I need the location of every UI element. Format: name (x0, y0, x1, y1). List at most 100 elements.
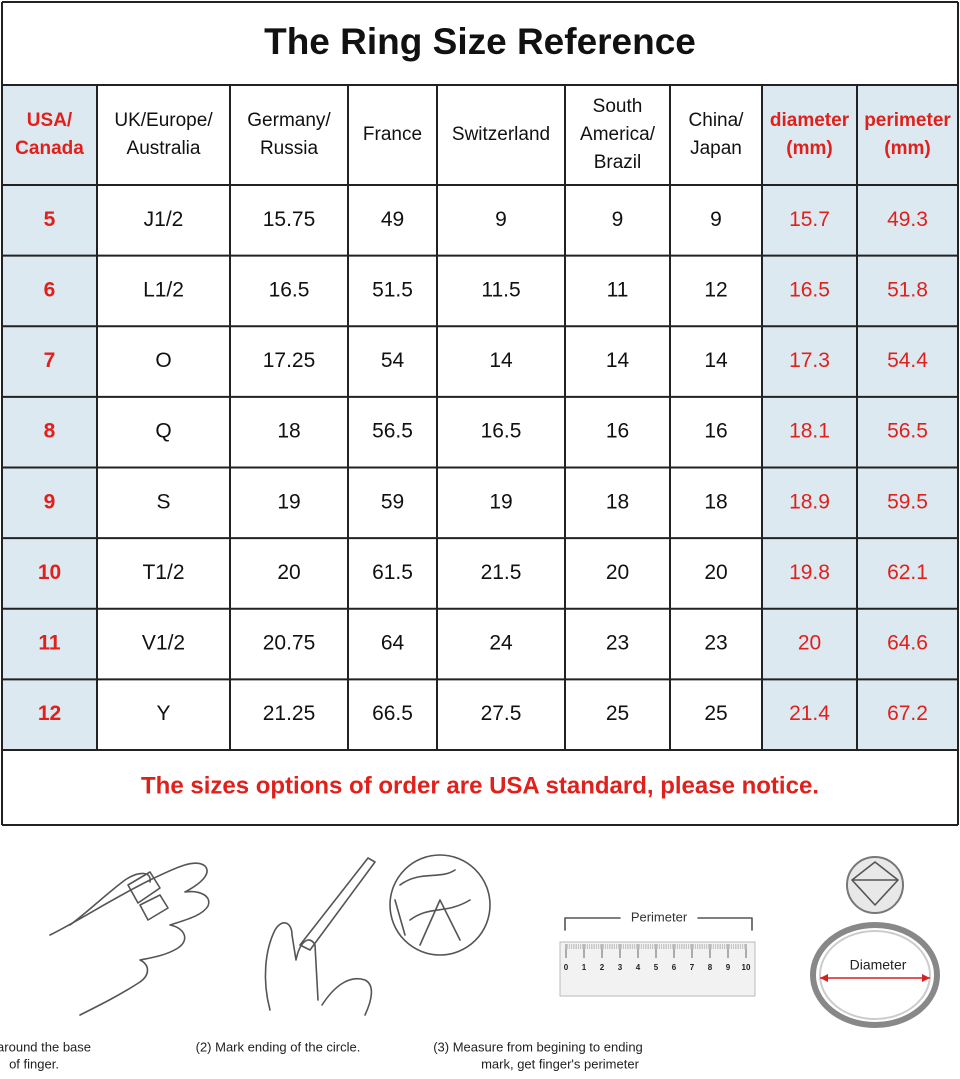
table-cell: 61.5 (372, 561, 413, 584)
table-cell: 24 (489, 632, 513, 655)
table-cell: 18 (277, 420, 300, 443)
table-cell: 8 (44, 420, 56, 443)
table-cell: 16.5 (269, 278, 310, 301)
table-cell: 62.1 (887, 561, 928, 584)
table-cell: 21.25 (263, 702, 316, 725)
table-cell: 20.75 (263, 632, 316, 655)
table-cell: 9 (612, 208, 624, 231)
ring-label: Diameter (850, 957, 907, 973)
step-caption: (3) Measure from begining to ending (433, 1039, 643, 1054)
table-cell: 25 (704, 702, 727, 725)
table-cell: V1/2 (142, 632, 185, 655)
table-cell: 18.1 (789, 420, 830, 443)
header-cell: Canada (15, 138, 84, 159)
header-cell: perimeter (864, 110, 951, 131)
ruler-number: 1 (582, 963, 587, 972)
hand-illustration (49, 862, 210, 1016)
header-cell: Brazil (594, 152, 642, 173)
ruler-number: 4 (636, 963, 641, 972)
header-cell: (mm) (884, 138, 930, 159)
table-cell: 15.75 (263, 208, 316, 231)
step-caption: (1) Wrap it around the base (0, 1039, 91, 1054)
table-cell: 18 (704, 490, 727, 513)
table-cell: 9 (495, 208, 507, 231)
ruler-number: 0 (564, 963, 569, 972)
table-cell: 15.7 (789, 208, 830, 231)
table-cell: 54.4 (887, 349, 928, 372)
ruler-number: 6 (672, 963, 677, 972)
table-cell: 17.3 (789, 349, 830, 372)
table-cell: 18 (606, 490, 629, 513)
table-cell: 7 (44, 349, 56, 372)
header-cell: diameter (770, 110, 850, 131)
table-cell: 16.5 (481, 420, 522, 443)
table-cell: 59 (381, 490, 404, 513)
ruler-label: Perimeter (631, 909, 688, 924)
table-cell: 5 (44, 208, 56, 231)
table-cell: L1/2 (143, 278, 184, 301)
table-cell: 17.25 (263, 349, 316, 372)
table-cell: T1/2 (142, 561, 184, 584)
column-highlight (2, 85, 97, 750)
column-highlight (762, 85, 857, 750)
step-caption: of finger. (9, 1056, 59, 1071)
column-highlight (857, 85, 958, 750)
ruler-number: 8 (708, 963, 713, 972)
table-cell: 21.5 (481, 561, 522, 584)
table-cell: 56.5 (372, 420, 413, 443)
table-cell: 11 (38, 632, 61, 655)
step-caption: (2) Mark ending of the circle. (196, 1039, 361, 1054)
ruler-number: 3 (618, 963, 623, 972)
table-cell: 64 (381, 632, 405, 655)
table-cell: 27.5 (481, 702, 522, 725)
table-cell: 11 (607, 278, 629, 301)
table-cell: 25 (606, 702, 629, 725)
table-cell: 16 (606, 420, 629, 443)
table-cell: 14 (606, 349, 630, 372)
ruler-body (559, 941, 756, 997)
table-cell: 20 (704, 561, 727, 584)
header-cell: Japan (690, 138, 742, 159)
table-cell: 20 (798, 632, 821, 655)
table-cell: 49.3 (887, 208, 928, 231)
table-cell: 20 (277, 561, 300, 584)
table-cell: 9 (710, 208, 722, 231)
mark-illustration (264, 854, 491, 1016)
table-cell: 16 (704, 420, 727, 443)
table-cell: 59.5 (887, 490, 928, 513)
table-cell: J1/2 (144, 208, 184, 231)
table-cell: 49 (381, 208, 404, 231)
header-cell: France (363, 124, 422, 145)
table-cell: 19 (277, 490, 300, 513)
notice: The sizes options of order are USA stand… (141, 772, 819, 799)
title: The Ring Size Reference (264, 21, 696, 62)
table-cell: 12 (704, 278, 727, 301)
ring-illustration: Diameter (810, 856, 940, 1028)
table-cell: 51.8 (887, 278, 928, 301)
table-cell: 14 (704, 349, 728, 372)
header-cell: (mm) (786, 138, 832, 159)
table-cell: 51.5 (372, 278, 413, 301)
size-table: USA/Canada UK/Europe/Australia Germany/Rus… (1, 1, 959, 826)
captions: (1) Wrap it around the base of finger. (2)… (0, 1039, 643, 1071)
table-cell: 67.2 (887, 702, 928, 725)
table-cell: 56.5 (887, 420, 928, 443)
table-cell: 64.6 (887, 632, 928, 655)
ruler-number: 2 (600, 963, 605, 972)
table-cell: 66.5 (372, 702, 413, 725)
table-cell: 11.5 (481, 278, 520, 301)
table-cell: 21.4 (789, 702, 830, 725)
table-cell: 20 (606, 561, 629, 584)
table-cell: 23 (606, 632, 629, 655)
header-cell: Australia (127, 138, 201, 159)
step-caption: mark, get finger's perimeter (481, 1056, 639, 1071)
header-cell: Russia (260, 138, 319, 159)
table-cell: 12 (38, 702, 61, 725)
table-cell: 18.9 (789, 490, 830, 513)
header-cell: China/ (689, 110, 745, 131)
header-cell: America/ (580, 124, 656, 145)
table-cell: 9 (44, 490, 56, 513)
table-cell: 10 (38, 561, 61, 584)
ruler-number: 10 (742, 963, 751, 972)
